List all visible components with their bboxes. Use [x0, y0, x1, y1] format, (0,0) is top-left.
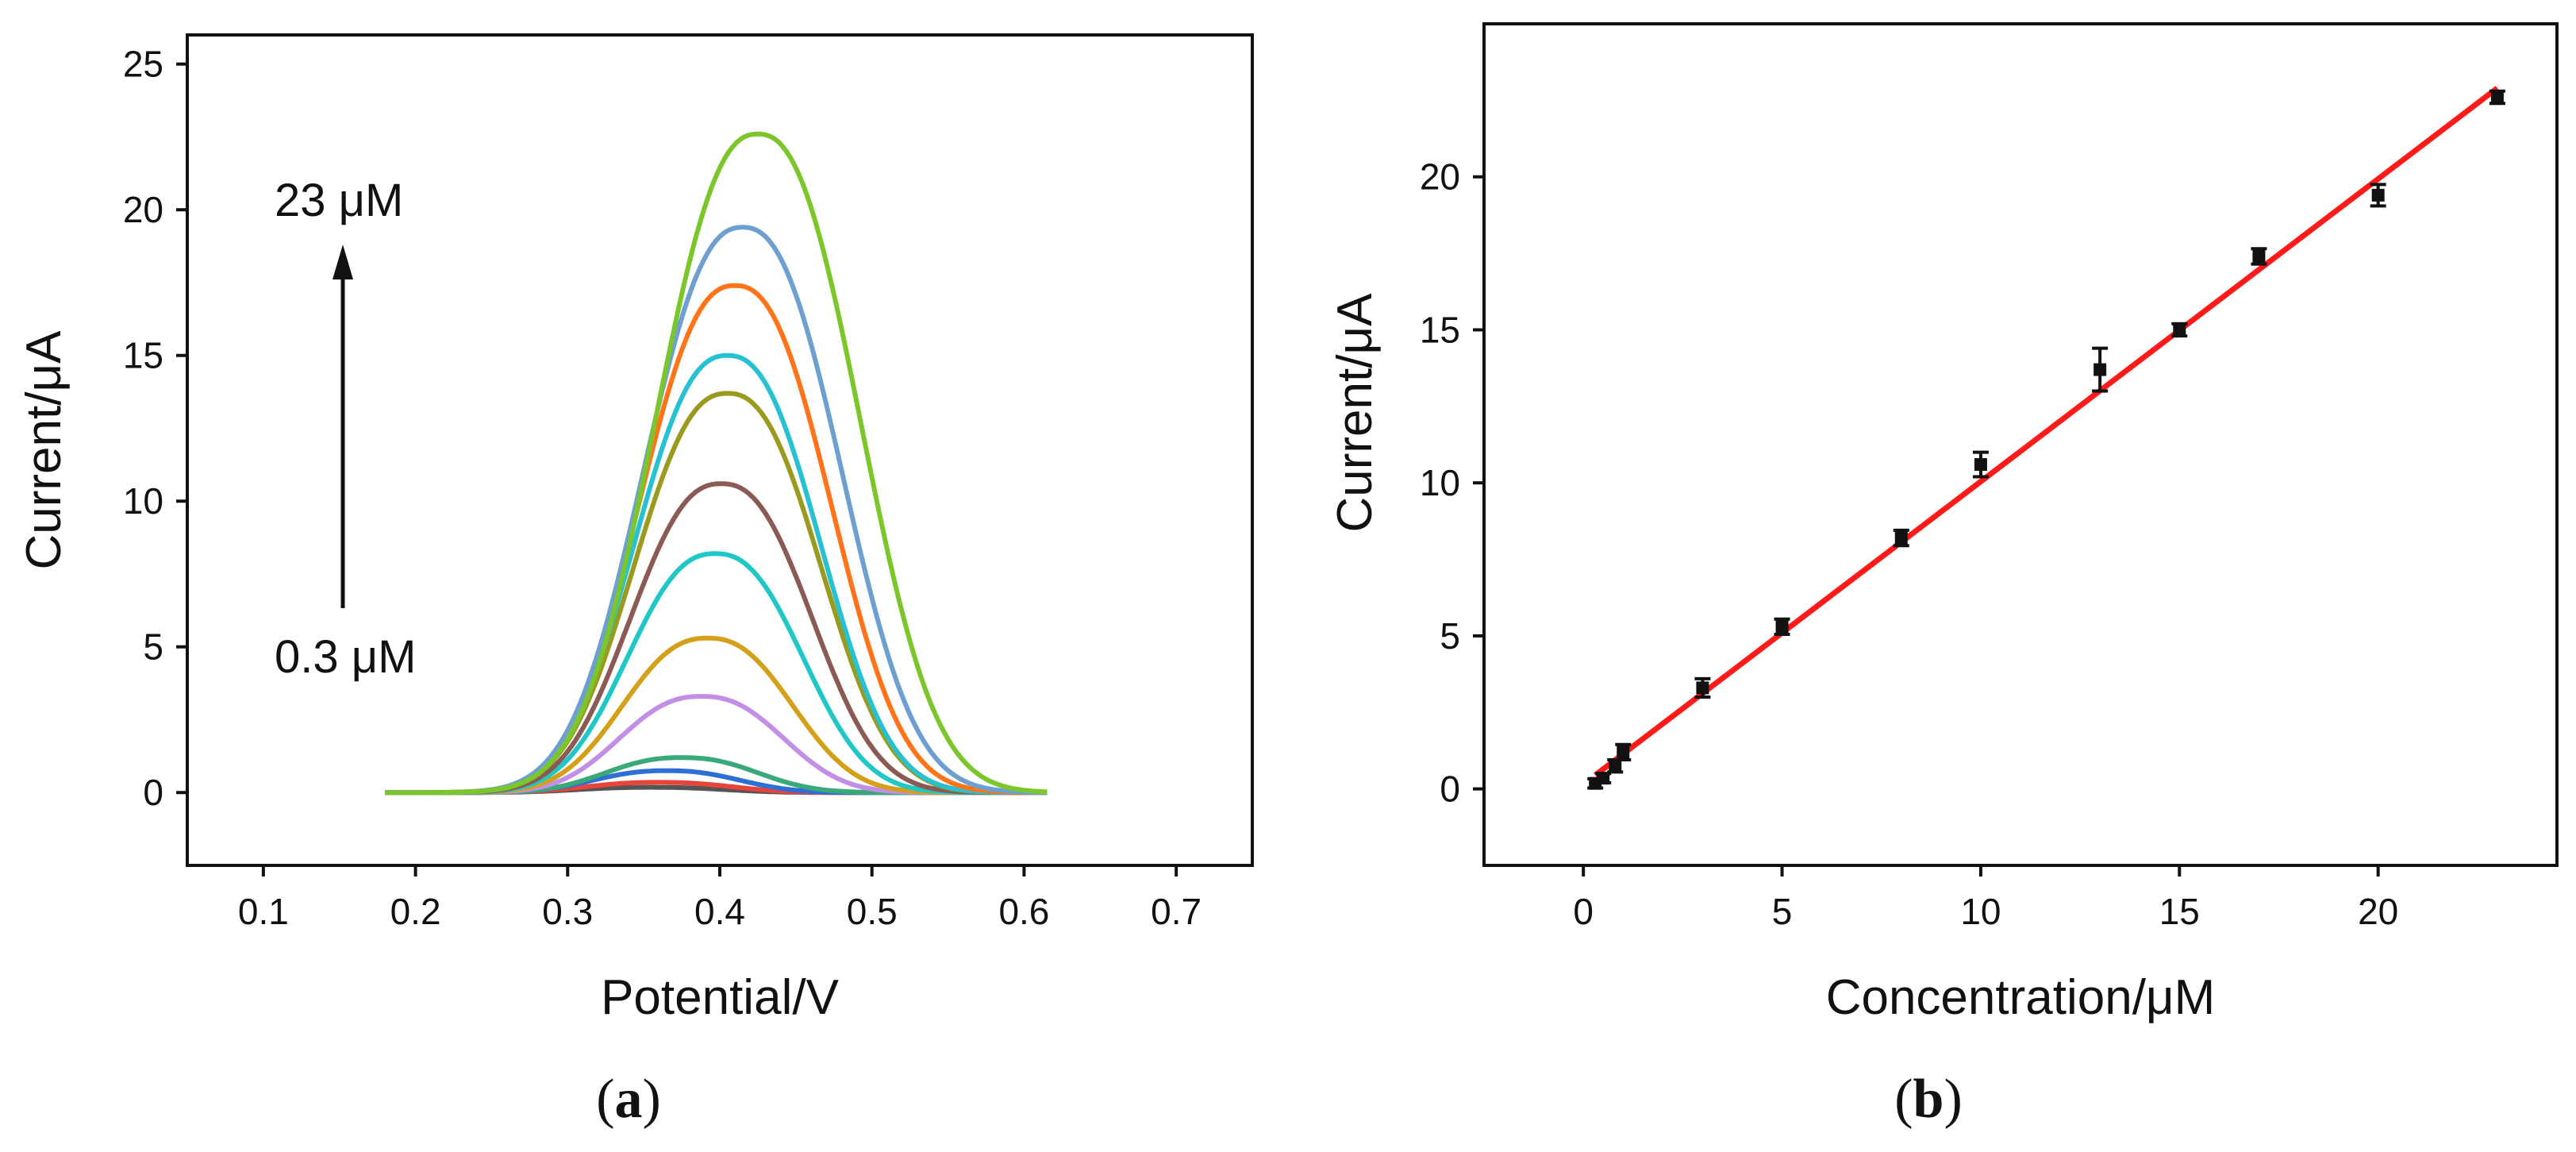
- data-point: [2171, 322, 2188, 338]
- data-point: [2092, 346, 2109, 393]
- panel-b-y-axis-title: Current/μA: [1328, 293, 1382, 533]
- arrow-up-icon: [333, 245, 353, 279]
- scatter-marker: [1974, 458, 1987, 472]
- scatter-marker: [1696, 681, 1709, 695]
- scatter-marker: [2490, 91, 2504, 104]
- a-x-tick-label: 0.6: [998, 891, 1049, 932]
- a-x-tick-label: 0.7: [1151, 891, 1201, 932]
- b-y-tick-label: 20: [1420, 156, 1460, 198]
- scatter-marker: [1617, 746, 1630, 759]
- data-point: [2251, 247, 2267, 266]
- data-point: [1694, 676, 1711, 699]
- b-y-tick-label: 5: [1440, 615, 1460, 657]
- panel-b-y-axis: 0 5 10 15 20: [1420, 156, 1484, 810]
- b-x-tick-label: 15: [2159, 891, 2200, 932]
- voltammogram-curve: [385, 551, 1048, 796]
- panel-a-x-axis-title: Potential/V: [601, 970, 840, 1025]
- data-point: [2370, 183, 2386, 208]
- panel-b-label-letter: b: [1913, 1069, 1944, 1130]
- scatter-marker: [2093, 363, 2107, 376]
- a-x-tick-label: 0.4: [694, 891, 745, 932]
- panel-b-x-axis-title: Concentration/μM: [1826, 970, 2216, 1025]
- b-x-tick-label: 10: [1960, 891, 2001, 932]
- a-x-tick-label: 0.5: [847, 891, 898, 932]
- panel-b-x-axis: 0 5 10 15 20: [1573, 865, 2398, 932]
- scatter-marker: [1894, 531, 1908, 545]
- voltammogram-curve: [385, 391, 1048, 796]
- data-point: [1607, 758, 1624, 774]
- panel-b-plot-frame: [1482, 22, 2559, 867]
- a-x-tick-label: 0.3: [542, 891, 593, 932]
- annotation-bottom: 0.3 μM: [275, 631, 416, 683]
- scatter-marker: [1597, 772, 1610, 785]
- scatter-marker: [2252, 249, 2266, 263]
- b-y-tick-label: 15: [1420, 309, 1460, 350]
- panel-b-fit-group: [1594, 86, 2500, 778]
- data-point: [1972, 450, 1989, 479]
- scatter-marker: [2371, 188, 2385, 202]
- panel-a-chart: 0.1 0.2 0.3 0.4 0.5 0.6 0.7 0 5 10 15 20 25 23 μM 0…: [17, 33, 1254, 1130]
- panel-b-points-group: [1587, 89, 2505, 790]
- panel-a-series-group: [385, 131, 1048, 796]
- voltammogram-curve: [385, 283, 1048, 796]
- b-x-tick-label: 5: [1772, 891, 1793, 932]
- data-point: [1615, 742, 1632, 762]
- a-y-tick-label: 5: [143, 626, 163, 668]
- voltammogram-curve: [385, 225, 1048, 796]
- data-point: [2489, 89, 2505, 106]
- a-y-tick-label: 15: [123, 335, 163, 376]
- b-y-tick-label: 10: [1420, 462, 1460, 503]
- a-y-tick-label: 25: [123, 44, 163, 85]
- a-y-tick-label: 10: [123, 480, 163, 522]
- b-x-tick-label: 0: [1573, 891, 1594, 932]
- a-x-tick-label: 0.1: [238, 891, 289, 932]
- a-x-tick-label: 0.2: [390, 891, 441, 932]
- panel-a-label: (a): [596, 1069, 661, 1130]
- panel-b-label: (b): [1894, 1069, 1963, 1130]
- data-point: [1774, 617, 1790, 636]
- b-x-tick-label: 20: [2358, 891, 2398, 932]
- panel-a-y-axis-title: Current/μA: [17, 330, 71, 570]
- scatter-marker: [2173, 323, 2186, 337]
- concentration-arrow: [333, 245, 353, 608]
- panel-a-plot-frame: [186, 33, 1254, 867]
- scatter-marker: [1775, 620, 1789, 634]
- a-y-tick-label: 20: [123, 189, 163, 230]
- linear-fit-line: [1594, 86, 2500, 778]
- voltammogram-curve: [385, 353, 1048, 796]
- scatter-marker: [1609, 759, 1622, 772]
- panel-b-chart: 0 5 10 15 20 0 5 10 15 20 Concentration/μM Curre…: [1328, 22, 2559, 1130]
- voltammogram-curve: [385, 694, 1048, 796]
- panel-a-y-axis: 0 5 10 15 20 25: [123, 44, 187, 813]
- panel-a-x-axis: 0.1 0.2 0.3 0.4 0.5 0.6 0.7: [238, 865, 1201, 932]
- b-y-tick-label: 0: [1440, 769, 1460, 810]
- data-point: [1595, 772, 1612, 785]
- annotation-top: 23 μM: [275, 175, 403, 226]
- a-y-tick-label: 0: [143, 772, 163, 813]
- panel-a-label-letter: a: [615, 1069, 643, 1130]
- voltammogram-curve: [385, 131, 1048, 796]
- data-point: [1893, 528, 1909, 548]
